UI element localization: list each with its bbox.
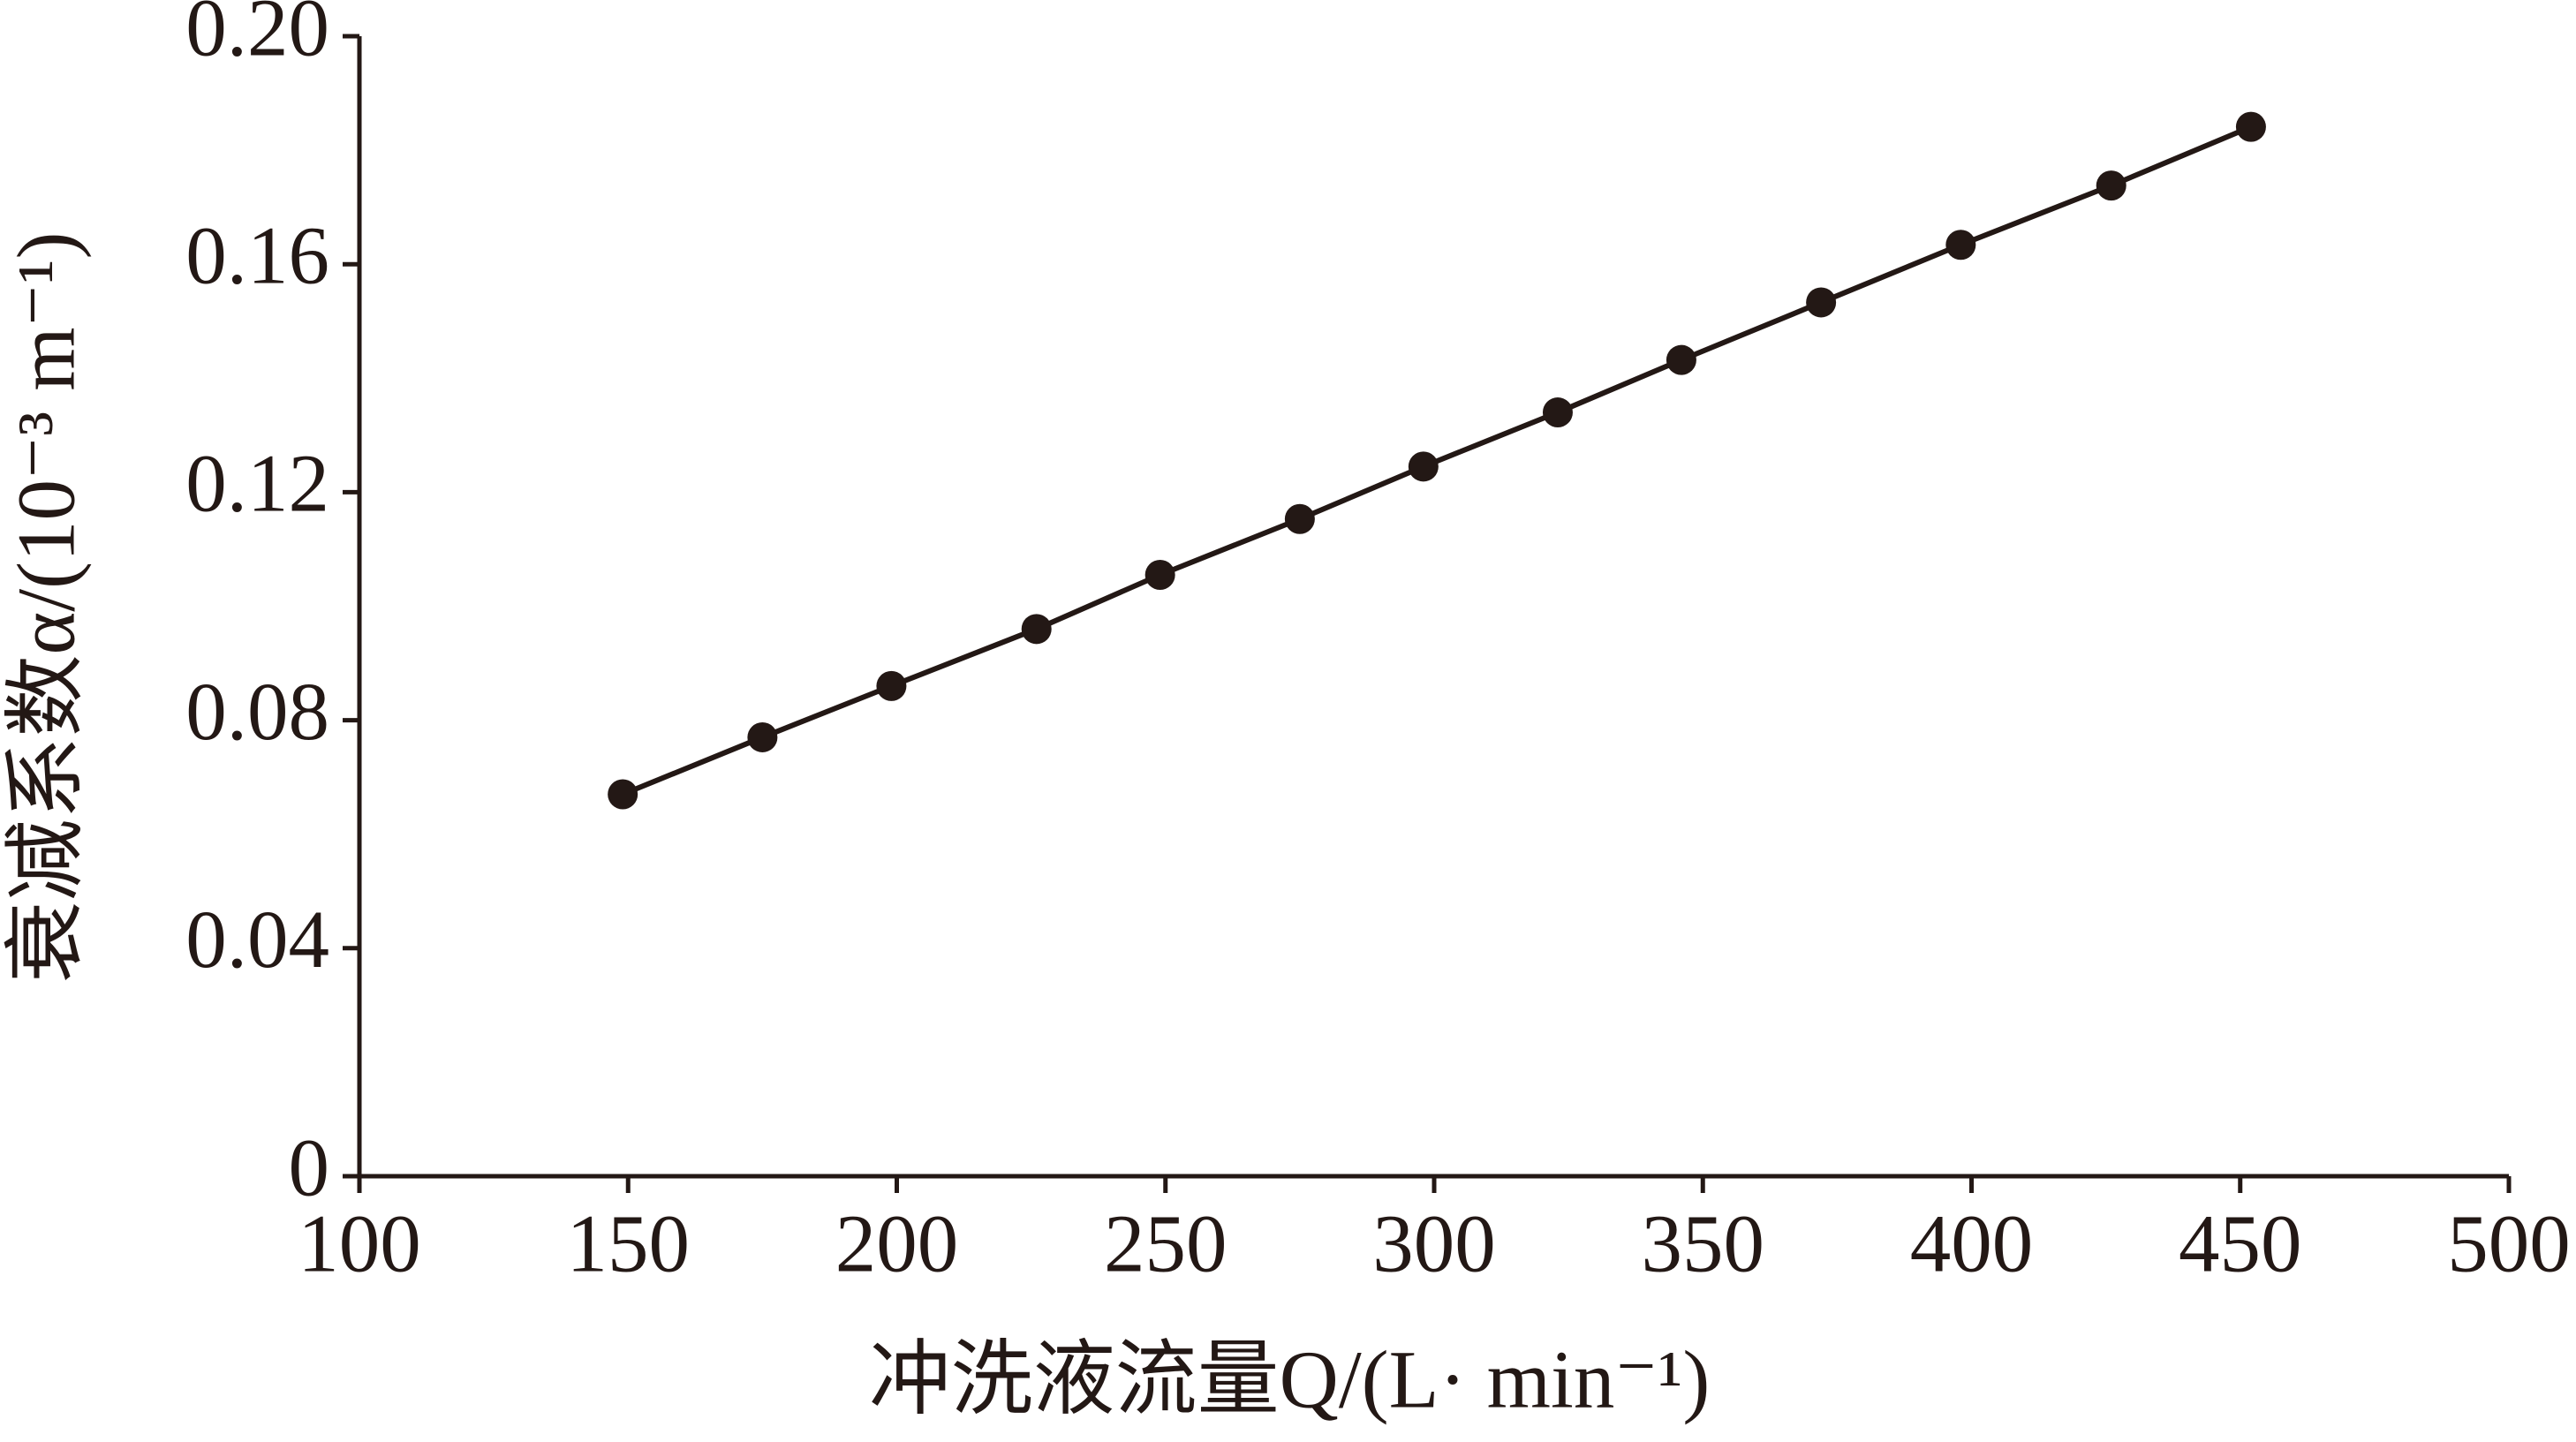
x-tick-label: 500	[2447, 1198, 2571, 1289]
x-tick-label: 300	[1372, 1198, 1496, 1289]
x-tick-label: 150	[567, 1198, 691, 1289]
data-point	[1806, 287, 1837, 318]
data-point	[2096, 170, 2127, 201]
y-tick-label: 0.20	[185, 0, 329, 73]
x-tick-label: 100	[298, 1198, 421, 1289]
data-point	[1666, 344, 1696, 375]
x-tick-label: 400	[1910, 1198, 2034, 1289]
data-point	[1284, 503, 1315, 534]
y-tick-label: 0	[289, 1122, 330, 1213]
data-point	[608, 779, 638, 810]
data-point	[1945, 230, 1976, 260]
data-point	[876, 670, 907, 701]
data-point	[2235, 111, 2266, 142]
data-point	[747, 721, 778, 752]
x-axis-title: 冲洗液流量Q/(L· min⁻¹)	[869, 1334, 1711, 1425]
data-point	[1021, 614, 1052, 645]
data-point	[1542, 397, 1573, 428]
x-tick-label: 200	[835, 1198, 959, 1289]
y-tick-label: 0.08	[185, 667, 329, 758]
y-tick-label: 0.12	[185, 439, 329, 530]
x-tick-label: 250	[1104, 1198, 1228, 1289]
y-tick-label: 0.16	[185, 211, 329, 302]
x-tick-label: 450	[2179, 1198, 2302, 1289]
y-tick-label: 0.04	[185, 895, 329, 985]
data-point	[1408, 451, 1439, 482]
x-tick-label: 350	[1642, 1198, 1765, 1289]
data-point	[1144, 559, 1175, 590]
y-axis-title: 衰减系数α/(10⁻³ m⁻¹)	[1, 231, 92, 983]
